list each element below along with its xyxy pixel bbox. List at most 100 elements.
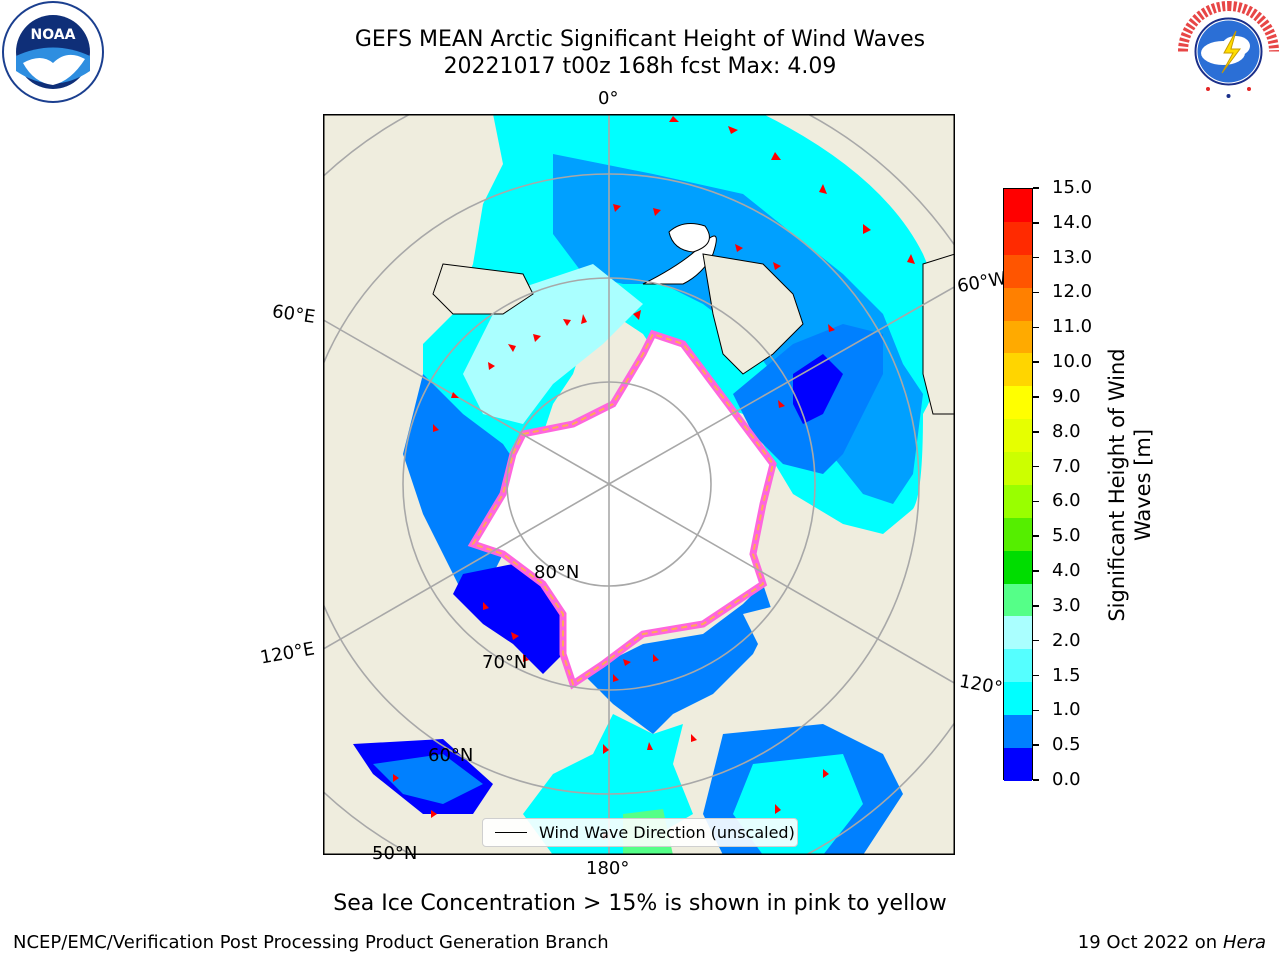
credit-host: Hera: [1222, 932, 1266, 953]
colorbar-tick-label: 15.0: [1052, 177, 1093, 198]
wind-arrow: [431, 810, 437, 818]
wind-arrow: [581, 314, 587, 324]
colorbar-tick-label: 3.0: [1052, 594, 1081, 616]
wind-arrow: [771, 152, 781, 160]
noaa-logo: NOAA: [1, 1, 105, 103]
colorbar-segment: [1004, 254, 1032, 288]
map-legend: Wind Wave Direction (unscaled): [482, 818, 798, 847]
wind-arrow: [863, 224, 871, 234]
polar-map: [323, 114, 955, 855]
lon-label-180: 180°: [586, 858, 630, 879]
colorbar-tick-mark: [1033, 779, 1039, 781]
colorbar-segment: [1004, 386, 1032, 420]
wind-arrow: [603, 744, 609, 754]
colorbar-tick-label: 7.0: [1052, 455, 1081, 477]
colorbar-tick-mark: [1033, 535, 1039, 537]
wind-arrow: [613, 674, 619, 682]
colorbar-tick-mark: [1033, 570, 1039, 572]
colorbar-tick-label: 1.0: [1052, 699, 1081, 721]
lat-label-70: 70°N: [482, 652, 528, 673]
wind-arrow: [511, 632, 519, 640]
colorbar-segment: [1004, 649, 1032, 683]
greenland-coast: [702, 253, 804, 375]
colorbar: [1003, 188, 1033, 781]
credit-branch: NCEP/EMC/Verification Post Processing Pr…: [13, 932, 609, 953]
lat-label-50: 50°N: [372, 843, 418, 864]
chart-title: GEFS MEAN Arctic Significant Height of W…: [354, 27, 926, 52]
wind-arrow: [669, 116, 679, 122]
lat-label-80: 80°N: [534, 562, 580, 583]
colorbar-tick-mark: [1033, 639, 1039, 642]
meridian-120w: [608, 483, 955, 685]
colorbar-tick-label: 0.5: [1052, 734, 1081, 756]
colorbar-title: Significant Height of Wind Waves [m]: [1104, 348, 1156, 621]
colorbar-tick-label: 10.0: [1052, 351, 1093, 373]
colorbar-segment: [1004, 616, 1032, 650]
wind-arrow: [653, 208, 661, 216]
colorbar-segment: [1004, 189, 1032, 222]
colorbar-segment: [1004, 287, 1032, 321]
colorbar-tick-mark: [1033, 326, 1039, 329]
credit-date-text: 19 Oct 2022 on: [1077, 932, 1223, 953]
wind-arrow: [778, 400, 785, 408]
colorbar-tick-mark: [1033, 256, 1039, 259]
laptev-wave-field: [453, 564, 573, 674]
colorbar-tick-mark: [1033, 500, 1039, 503]
wind-arrow: [523, 654, 529, 662]
graticule: [323, 114, 955, 855]
colorbar-title-line1: Significant Height of Wind: [1105, 348, 1129, 622]
colorbar-segment: [1004, 452, 1032, 485]
map-border: [323, 114, 955, 855]
legend-line-icon: [495, 832, 527, 833]
wind-arrow: [773, 262, 781, 270]
okhotsk-wave-field-2: [373, 754, 483, 804]
wind-arrow: [451, 392, 459, 398]
colorbar-tick-mark: [1033, 709, 1039, 712]
lon-label-60w: 60°W: [955, 267, 1009, 298]
wind-arrow: [508, 344, 516, 352]
scandinavia: [432, 263, 534, 315]
colorbar-tick-mark: [1033, 396, 1039, 398]
chukchi-wave-field: [583, 584, 773, 734]
wind-arrow: [633, 310, 641, 320]
canada-east: [922, 253, 955, 415]
meridian-120e: [323, 483, 610, 651]
wind-arrow: [613, 204, 621, 212]
colorbar-segment: [1004, 550, 1032, 584]
chart-subtitle: 20221017 t00z 168h fcst Max: 4.09: [443, 54, 837, 79]
colorbar-segment: [1004, 419, 1032, 452]
colorbar-segment: [1004, 221, 1032, 255]
colorbar-tick-label: 5.0: [1052, 525, 1081, 547]
legend-label: Wind Wave Direction (unscaled): [539, 823, 795, 842]
wind-arrow: [907, 254, 915, 264]
wind-arrow: [488, 362, 495, 370]
colorbar-segment: [1004, 583, 1032, 617]
colorbar-tick-mark: [1033, 361, 1039, 363]
colorbar-tick-label: 12.0: [1052, 281, 1093, 303]
lon-label-60e: 60°E: [270, 301, 317, 328]
colorbar-tick-label: 8.0: [1052, 420, 1081, 442]
wind-arrow: [819, 184, 827, 194]
wind-arrow: [533, 334, 541, 342]
colorbar-tick-mark: [1033, 744, 1039, 746]
colorbar-tick-label: 0.0: [1052, 769, 1081, 790]
colorbar-segment: [1004, 484, 1032, 518]
wind-arrow: [728, 126, 738, 134]
colorbar-tick-label: 2.0: [1052, 629, 1081, 651]
sea-ice-region: [467, 329, 777, 690]
colorbar-tick-mark: [1033, 222, 1039, 224]
nws-logo: [1178, 1, 1279, 102]
lon-label-0: 0°: [598, 88, 619, 109]
eurasia: [323, 114, 493, 534]
wind-arrow: [735, 244, 743, 252]
colorbar-tick-mark: [1033, 291, 1039, 294]
wind-arrow: [483, 602, 489, 610]
meridian-60e: [323, 318, 610, 485]
wind-arrow: [647, 742, 653, 750]
colorbar-tick-label: 11.0: [1052, 316, 1093, 338]
colorbar-tick-mark: [1033, 605, 1039, 607]
colorbar-title-line2: Waves [m]: [1131, 428, 1155, 542]
colorbar-tick-mark: [1033, 431, 1039, 433]
colorbar-tick-mark: [1033, 674, 1039, 677]
colorbar-segment: [1004, 320, 1032, 354]
